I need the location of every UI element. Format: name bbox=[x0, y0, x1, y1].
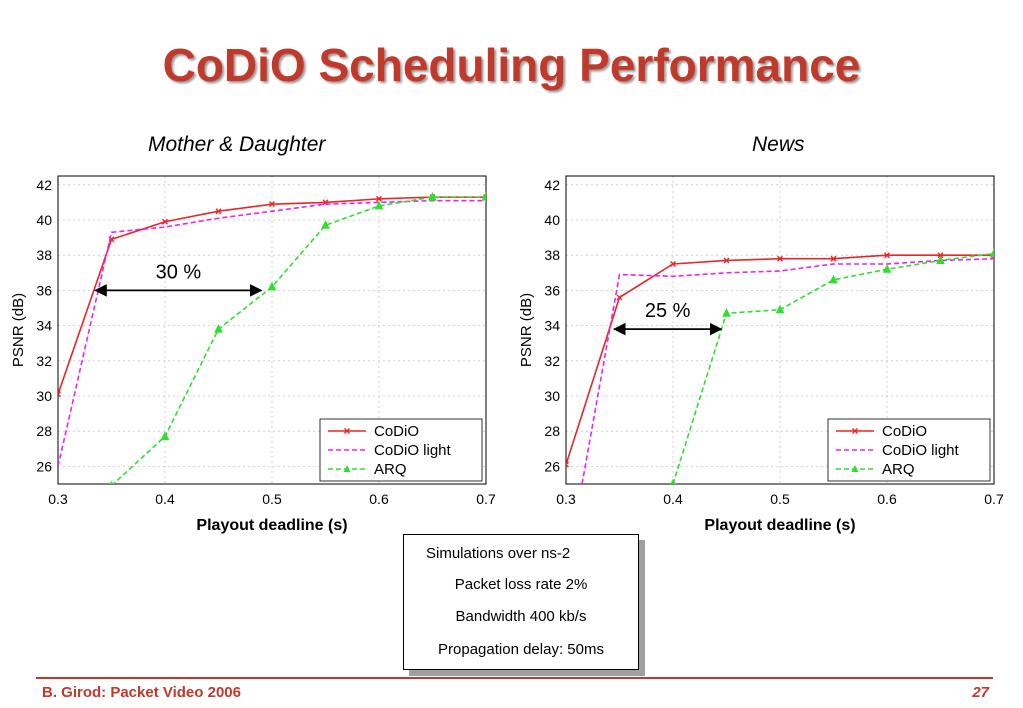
chart-2-title: News bbox=[752, 133, 805, 156]
x-tick-label: 0.5 bbox=[262, 491, 282, 507]
data-point bbox=[376, 195, 382, 202]
series-group bbox=[566, 248, 994, 484]
data-point bbox=[829, 274, 838, 284]
legend-entry: ARQ bbox=[374, 461, 407, 478]
x-tick-label: 0.4 bbox=[155, 491, 175, 507]
series-line-codio-light bbox=[581, 257, 994, 484]
data-point bbox=[882, 264, 892, 273]
info-line-simulator: Simulations over ns-2 bbox=[426, 545, 571, 562]
data-point bbox=[884, 252, 890, 259]
plot-frame bbox=[565, 175, 995, 485]
x-axis-label: Playout deadline (s) bbox=[196, 517, 347, 534]
data-point bbox=[109, 480, 114, 484]
data-point bbox=[775, 304, 785, 314]
y-tick-label: 40 bbox=[544, 212, 560, 228]
x-tick-label: 0.6 bbox=[369, 491, 389, 507]
legend-marker bbox=[852, 428, 858, 434]
chart-mother-daughter: 0.3 0.4 0.5 0.6 0.7 26 28 30 32 34 36 38 40 42 Playout… bbox=[10, 175, 496, 534]
chart-1-title: Mother & Daughter bbox=[148, 133, 326, 156]
y-tick-label: 34 bbox=[544, 318, 560, 334]
y-tick-label: 28 bbox=[36, 423, 52, 439]
y-tick-label: 32 bbox=[36, 353, 52, 369]
data-point bbox=[481, 192, 486, 201]
data-point bbox=[321, 220, 330, 229]
y-tick-label: 42 bbox=[36, 177, 52, 193]
data-point bbox=[58, 391, 61, 398]
slide-title: CoDiO Scheduling Performance bbox=[162, 39, 861, 91]
data-point bbox=[989, 248, 994, 257]
data-point bbox=[214, 324, 223, 333]
annotation-label: 25 % bbox=[645, 300, 691, 322]
legend-marker bbox=[344, 428, 350, 434]
y-axis-label: PSNR (dB) bbox=[518, 293, 535, 367]
legend-entry: ARQ bbox=[882, 461, 915, 478]
data-point bbox=[267, 281, 277, 291]
legend-entry: CoDiO bbox=[882, 423, 927, 440]
data-point bbox=[374, 200, 384, 210]
legend: CoDiO CoDiO light ARQ bbox=[827, 418, 991, 482]
legend-entry: CoDiO light bbox=[882, 442, 960, 459]
y-tick-label: 26 bbox=[36, 458, 52, 474]
annotation-label: 30 % bbox=[156, 261, 202, 283]
x-tick-label: 0.3 bbox=[48, 491, 68, 507]
y-tick-label: 34 bbox=[36, 318, 52, 334]
legend-entry: CoDiO light bbox=[374, 442, 452, 459]
data-point bbox=[830, 255, 837, 262]
data-point bbox=[162, 218, 168, 225]
y-tick-label: 38 bbox=[36, 247, 52, 263]
info-line-delay: Propagation delay: 50ms bbox=[438, 641, 604, 658]
x-tick-label: 0.4 bbox=[663, 491, 683, 507]
y-tick-label: 26 bbox=[544, 458, 560, 474]
y-tick-label: 32 bbox=[544, 353, 560, 369]
data-point bbox=[428, 192, 437, 201]
x-axis-label: Playout deadline (s) bbox=[704, 517, 855, 534]
x-tick-label: 0.7 bbox=[476, 491, 496, 507]
footer-divider bbox=[36, 677, 993, 679]
x-tick-label: 0.7 bbox=[984, 491, 1004, 507]
series-group bbox=[58, 192, 486, 484]
chart-news: 0.3 0.4 0.5 0.6 0.7 26 28 30 32 34 36 38 40 42 Playout… bbox=[518, 175, 1004, 534]
legend-marker bbox=[851, 465, 859, 472]
plot-frame bbox=[57, 175, 487, 485]
y-tick-label: 38 bbox=[544, 247, 560, 263]
x-tick-label: 0.5 bbox=[770, 491, 790, 507]
data-point bbox=[160, 431, 170, 440]
data-point bbox=[269, 201, 275, 208]
y-axis-label: PSNR (dB) bbox=[10, 293, 27, 367]
data-point bbox=[670, 261, 676, 267]
data-point bbox=[722, 308, 731, 317]
legend-marker bbox=[343, 465, 351, 472]
data-point bbox=[936, 255, 945, 264]
y-tick-label: 36 bbox=[544, 282, 560, 298]
y-tick-label: 36 bbox=[36, 282, 52, 298]
legend: CoDiO CoDiO light ARQ bbox=[319, 418, 483, 482]
y-tick-label: 28 bbox=[544, 423, 560, 439]
footer-author: B. Girod: Packet Video 2006 bbox=[42, 684, 241, 701]
data-point bbox=[215, 208, 222, 215]
y-tick-label: 30 bbox=[544, 388, 560, 404]
info-line-bandwidth: Bandwidth 400 kb/s bbox=[455, 608, 587, 625]
page-number: 27 bbox=[972, 684, 989, 701]
data-point bbox=[616, 294, 623, 301]
x-tick-label: 0.3 bbox=[556, 491, 576, 507]
data-point bbox=[777, 255, 783, 262]
simulation-info-box: Simulations over ns-2 Packet loss rate 2… bbox=[403, 534, 639, 670]
info-line-loss-rate: Packet loss rate 2% bbox=[454, 576, 588, 593]
data-point bbox=[937, 252, 944, 259]
data-point bbox=[723, 257, 730, 264]
data-point bbox=[566, 461, 569, 468]
y-tick-label: 42 bbox=[544, 177, 560, 193]
x-tick-label: 0.6 bbox=[877, 491, 897, 507]
y-tick-label: 40 bbox=[36, 212, 52, 228]
series-line-arq bbox=[112, 196, 486, 484]
data-point bbox=[670, 478, 676, 484]
series-line-codio-light bbox=[58, 199, 486, 467]
y-tick-label: 30 bbox=[36, 388, 52, 404]
legend-entry: CoDiO bbox=[374, 423, 419, 440]
